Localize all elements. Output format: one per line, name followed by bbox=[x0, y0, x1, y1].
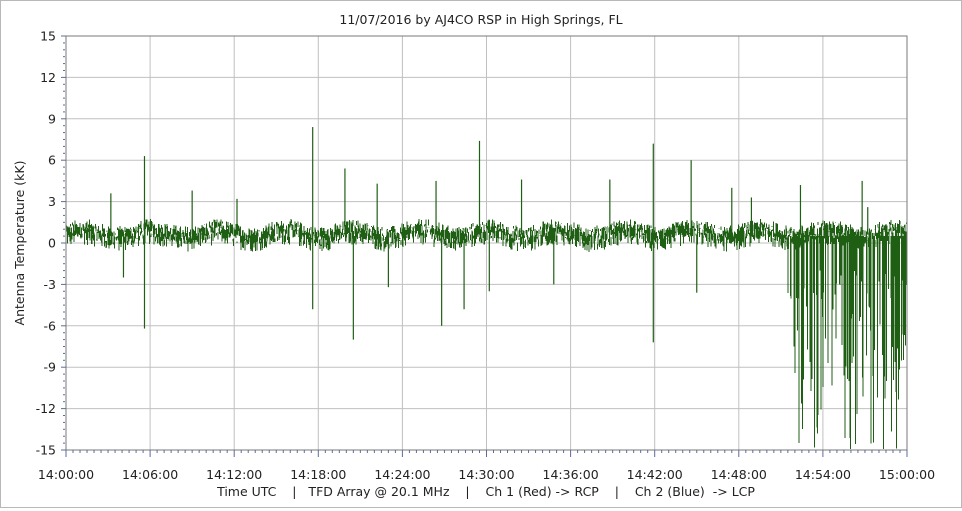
y-axis-label: Antenna Temperature (kK) bbox=[12, 161, 27, 326]
y-tick-label: 0 bbox=[48, 236, 56, 251]
x-tick-label: 14:36:00 bbox=[543, 467, 599, 482]
x-tick-label: 14:42:00 bbox=[627, 467, 683, 482]
x-tick-label: 14:00:00 bbox=[38, 467, 94, 482]
y-tick-label: -9 bbox=[44, 360, 57, 375]
y-tick-label: 6 bbox=[48, 153, 56, 168]
y-tick-label: -12 bbox=[36, 401, 56, 416]
x-axis-label: Time UTC | TFD Array @ 20.1 MHz | Ch 1 (… bbox=[216, 484, 755, 499]
axes: 15 12 9 6 3 0 -3 -6 -9 -12 -15 14:00:00 14:06:00 14:1… bbox=[36, 29, 936, 483]
x-tick-label: 15:00:00 bbox=[879, 467, 935, 482]
y-tick-label: -6 bbox=[44, 318, 57, 333]
x-tick-label: 14:30:00 bbox=[458, 467, 514, 482]
x-tick-label: 14:48:00 bbox=[711, 467, 767, 482]
x-tick-label: 14:18:00 bbox=[290, 467, 346, 482]
y-tick-label: 3 bbox=[48, 194, 56, 209]
chart-title: 11/07/2016 by AJ4CO RSP in High Springs,… bbox=[339, 12, 622, 27]
y-tick-label: -3 bbox=[44, 277, 56, 292]
data-series-trace bbox=[65, 127, 908, 450]
y-tick-label: 15 bbox=[40, 29, 56, 44]
x-tick-label: 14:54:00 bbox=[795, 467, 851, 482]
y-tick-label: -15 bbox=[36, 443, 56, 458]
y-tick-label: 12 bbox=[40, 70, 56, 85]
y-tick-label: 9 bbox=[48, 111, 56, 126]
x-tick-label: 14:12:00 bbox=[206, 467, 262, 482]
x-tick-label: 14:24:00 bbox=[374, 467, 430, 482]
x-tick-label: 14:06:00 bbox=[122, 467, 178, 482]
